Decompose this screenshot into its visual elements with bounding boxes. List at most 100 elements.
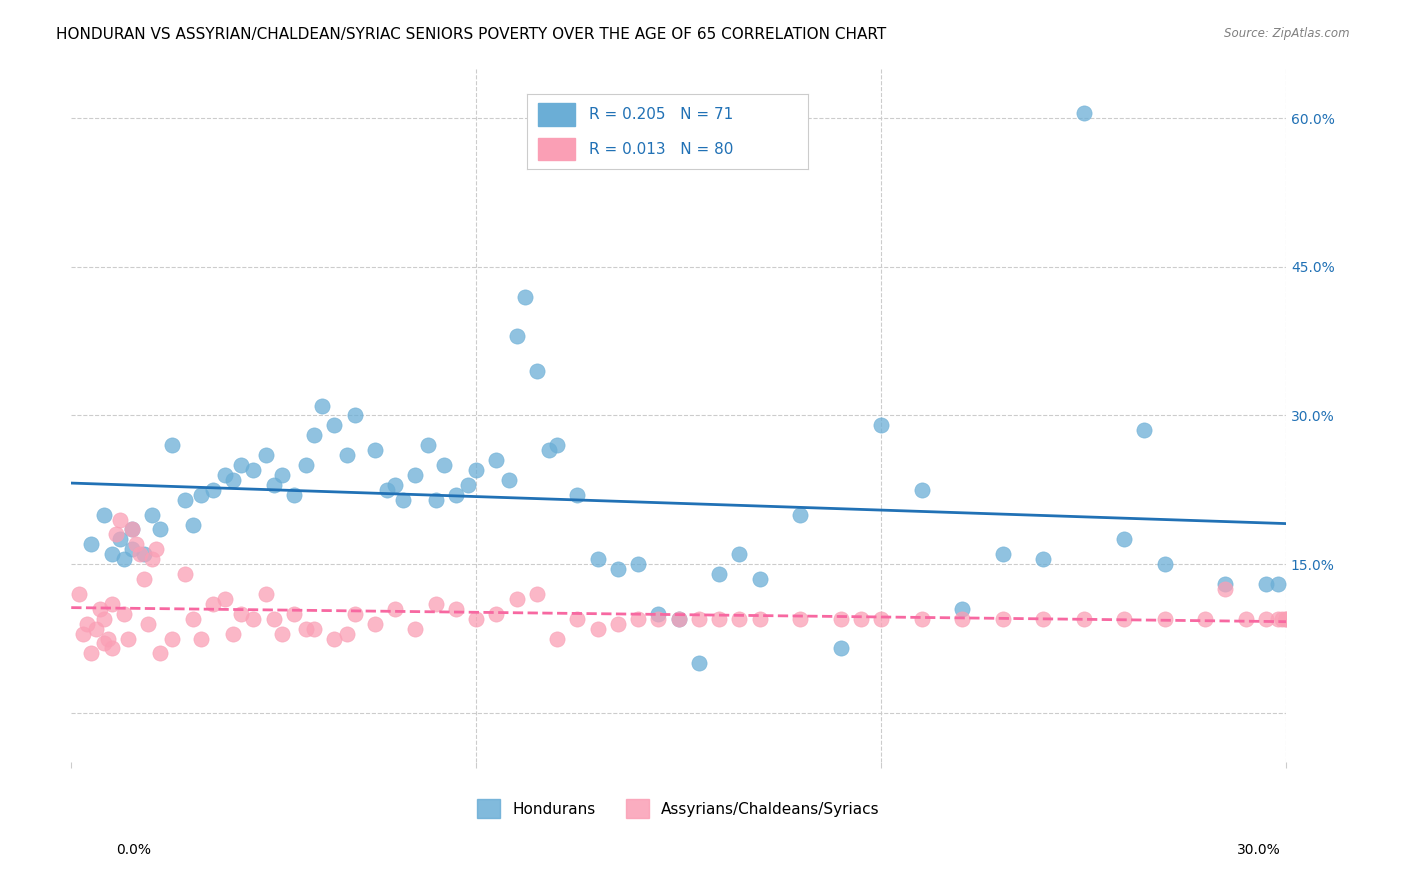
Point	[728, 547, 751, 561]
Point	[263, 612, 285, 626]
Point	[1234, 612, 1257, 626]
Point	[121, 542, 143, 557]
Point	[1073, 612, 1095, 626]
Point	[93, 612, 115, 626]
Point	[789, 508, 811, 522]
Point	[336, 448, 359, 462]
Point	[80, 537, 103, 551]
Point	[1267, 612, 1289, 626]
Point	[89, 601, 111, 615]
Point	[425, 597, 447, 611]
Point	[364, 616, 387, 631]
Point	[201, 597, 224, 611]
Point	[231, 458, 253, 472]
Point	[263, 478, 285, 492]
Point	[141, 508, 163, 522]
Point	[1133, 423, 1156, 437]
Point	[505, 591, 527, 606]
Point	[108, 512, 131, 526]
Point	[1032, 612, 1054, 626]
Point	[647, 612, 669, 626]
Point	[336, 626, 359, 640]
Point	[485, 607, 508, 621]
Point	[1213, 582, 1236, 596]
Point	[606, 616, 628, 631]
Point	[270, 626, 292, 640]
Point	[1267, 577, 1289, 591]
Point	[991, 547, 1014, 561]
Point	[567, 612, 589, 626]
Point	[149, 523, 172, 537]
Text: 0.0%: 0.0%	[117, 843, 150, 857]
Point	[707, 612, 730, 626]
Point	[136, 616, 159, 631]
Point	[214, 467, 236, 482]
Point	[1153, 612, 1175, 626]
Point	[444, 601, 467, 615]
Point	[688, 612, 710, 626]
Point	[72, 626, 94, 640]
Point	[384, 478, 406, 492]
Point	[295, 458, 318, 472]
Point	[80, 647, 103, 661]
Point	[1254, 577, 1277, 591]
Point	[647, 607, 669, 621]
Point	[343, 607, 366, 621]
Point	[546, 438, 568, 452]
Legend: Hondurans, Assyrians/Chaldeans/Syriacs: Hondurans, Assyrians/Chaldeans/Syriacs	[471, 793, 886, 824]
Point	[222, 626, 245, 640]
Point	[134, 547, 156, 561]
Point	[1213, 577, 1236, 591]
Point	[84, 622, 107, 636]
Point	[1153, 557, 1175, 571]
Point	[100, 547, 122, 561]
Point	[688, 657, 710, 671]
Point	[526, 587, 548, 601]
Point	[134, 572, 156, 586]
Point	[145, 542, 167, 557]
Point	[444, 488, 467, 502]
Point	[375, 483, 398, 497]
Point	[910, 483, 932, 497]
Point	[242, 612, 264, 626]
Point	[849, 612, 872, 626]
Point	[270, 467, 292, 482]
Point	[242, 463, 264, 477]
Point	[364, 443, 387, 458]
Text: R = 0.205   N = 71: R = 0.205 N = 71	[589, 107, 734, 121]
Point	[789, 612, 811, 626]
Point	[302, 428, 325, 442]
Text: Source: ZipAtlas.com: Source: ZipAtlas.com	[1225, 27, 1350, 40]
FancyBboxPatch shape	[538, 103, 575, 126]
Point	[129, 547, 152, 561]
Point	[323, 418, 346, 433]
Point	[870, 418, 893, 433]
Point	[283, 607, 305, 621]
Point	[513, 289, 536, 303]
Point	[950, 601, 973, 615]
Point	[112, 607, 135, 621]
Point	[214, 591, 236, 606]
Point	[668, 612, 690, 626]
Point	[567, 488, 589, 502]
Point	[190, 488, 212, 502]
Point	[254, 448, 277, 462]
Point	[606, 562, 628, 576]
Point	[586, 622, 609, 636]
Text: 30.0%: 30.0%	[1236, 843, 1281, 857]
Point	[1271, 612, 1294, 626]
Point	[830, 612, 852, 626]
Point	[117, 632, 139, 646]
Point	[627, 557, 650, 571]
Point	[201, 483, 224, 497]
Point	[748, 572, 770, 586]
Point	[76, 616, 98, 631]
Point	[97, 632, 120, 646]
Point	[93, 636, 115, 650]
Point	[505, 329, 527, 343]
Point	[1194, 612, 1216, 626]
Point	[141, 552, 163, 566]
Point	[728, 612, 751, 626]
Point	[1275, 612, 1298, 626]
Point	[343, 409, 366, 423]
